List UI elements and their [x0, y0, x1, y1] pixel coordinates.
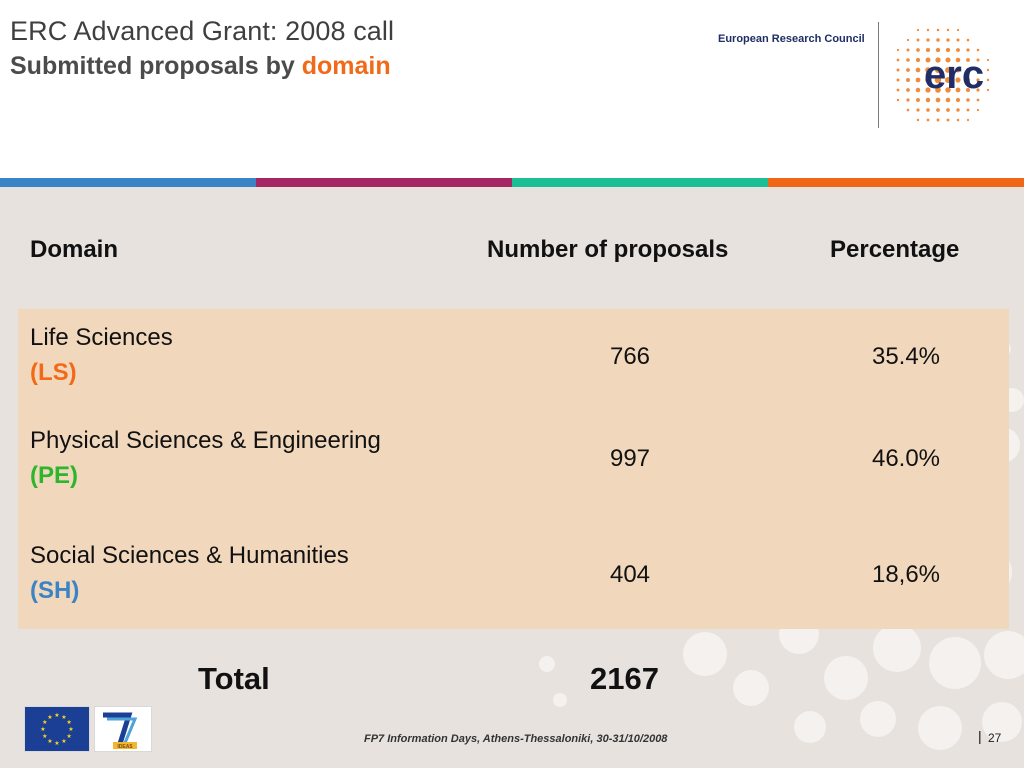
proposal-percentage: 18,6% [871, 561, 941, 588]
color-band-teal [512, 178, 768, 187]
color-band-magenta [256, 178, 512, 187]
svg-text:★: ★ [47, 738, 52, 745]
proposal-percentage: 46.0% [871, 445, 941, 472]
svg-text:★: ★ [61, 714, 66, 721]
fp7-logo-text: IDEAS [117, 744, 133, 750]
svg-text:★: ★ [66, 719, 71, 726]
footer-text: FP7 Information Days, Athens-Thessalonik… [364, 733, 668, 745]
slide-title: ERC Advanced Grant: 2008 call [10, 16, 395, 46]
svg-text:★: ★ [54, 740, 59, 747]
slide-subtitle-prefix: Submitted proposals by [10, 52, 295, 80]
erc-logo-text: erc [924, 53, 984, 97]
proposal-percentage: 35.4% [871, 343, 941, 370]
svg-text:★: ★ [40, 726, 45, 733]
proposal-count: 404 [609, 561, 651, 588]
page-separator: | [978, 728, 982, 744]
eu-flag-logo: ★ ★★★★★★★★★★★ [24, 706, 90, 752]
total-label: Total [198, 661, 270, 696]
erc-logo: erc [896, 28, 990, 122]
column-header-percentage: Percentage [830, 236, 960, 263]
svg-text:★: ★ [68, 726, 73, 733]
domain-name: Physical Sciences & Engineering [30, 427, 381, 454]
svg-text:★: ★ [47, 714, 52, 721]
color-band [0, 178, 1024, 187]
slide-header: ERC Advanced Grant: 2008 call Submitted … [0, 0, 1024, 178]
total-value: 2167 [590, 661, 659, 696]
proposals-table: Life Sciences (LS) 766 35.4% Physical Sc… [18, 309, 1009, 629]
slide-body: Domain Number of proposals Percentage Li… [0, 187, 1024, 768]
svg-text:★: ★ [66, 733, 71, 740]
proposal-count: 766 [609, 343, 651, 370]
svg-text:★: ★ [42, 733, 47, 740]
erc-label: European Research Council [718, 33, 865, 45]
svg-text:★: ★ [42, 719, 47, 726]
svg-text:★: ★ [61, 738, 66, 745]
color-band-blue [0, 178, 256, 187]
slide-subtitle-highlight: domain [301, 52, 391, 80]
svg-text:★: ★ [54, 712, 59, 719]
slide-subtitle: Submitted proposals by domain [10, 52, 391, 81]
proposal-count: 997 [609, 445, 651, 472]
domain-code: (SH) [30, 577, 80, 604]
domain-name: Life Sciences [30, 324, 173, 351]
page-number: 27 [988, 731, 1002, 745]
fp7-ideas-logo: IDEAS [94, 706, 152, 752]
column-header-number: Number of proposals [487, 236, 729, 263]
domain-name: Social Sciences & Humanities [30, 542, 349, 569]
domain-code: (PE) [30, 462, 78, 489]
column-header-domain: Domain [30, 236, 119, 263]
domain-code: (LS) [30, 359, 77, 386]
logo-divider [878, 22, 879, 128]
color-band-orange [768, 178, 1024, 187]
